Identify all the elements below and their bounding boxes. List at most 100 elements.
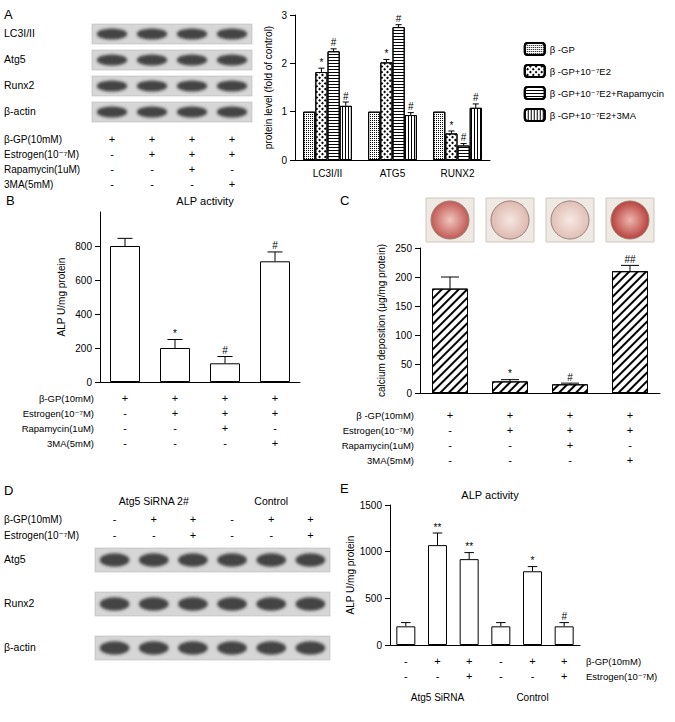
svg-text:Runx2: Runx2 xyxy=(4,597,35,609)
svg-text:-: - xyxy=(123,437,127,449)
svg-text:*: * xyxy=(384,48,388,59)
svg-text:-: - xyxy=(113,513,117,525)
svg-text:0: 0 xyxy=(86,377,92,388)
svg-text:-: - xyxy=(448,439,452,451)
svg-text:ALP activity: ALP activity xyxy=(461,489,519,501)
svg-text:β -GP+10⁻⁷E2+Rapamycin: β -GP+10⁻⁷E2+Rapamycin xyxy=(550,88,664,99)
svg-text:*: * xyxy=(173,328,177,339)
svg-text:Estrogen(10⁻⁷M): Estrogen(10⁻⁷M) xyxy=(343,425,414,436)
svg-text:β -GP(10mM): β -GP(10mM) xyxy=(356,410,414,421)
svg-text:+: + xyxy=(229,178,235,190)
svg-text:-: - xyxy=(230,163,234,175)
svg-text:Atg5: Atg5 xyxy=(4,53,26,65)
svg-text:β-actin: β-actin xyxy=(4,641,36,653)
svg-text:400: 400 xyxy=(75,309,92,320)
svg-text:3MA(5mM): 3MA(5mM) xyxy=(4,179,53,190)
svg-text:+: + xyxy=(567,424,573,436)
svg-text:Control: Control xyxy=(254,495,288,507)
svg-text:+: + xyxy=(466,655,472,667)
svg-text:+: + xyxy=(507,409,513,421)
svg-text:+: + xyxy=(567,409,573,421)
svg-text:*: * xyxy=(531,555,535,566)
svg-text:+: + xyxy=(627,409,633,421)
svg-text:#: # xyxy=(222,345,228,356)
svg-text:-: - xyxy=(508,454,512,466)
svg-text:ALP activity: ALP activity xyxy=(176,195,234,207)
svg-text:+: + xyxy=(122,392,128,404)
svg-text:+: + xyxy=(627,424,633,436)
svg-text:+: + xyxy=(222,392,228,404)
svg-text:#: # xyxy=(272,240,278,251)
svg-text:calcium deposition (μg/mg prot: calcium deposition (μg/mg protein) xyxy=(376,244,387,397)
svg-text:-: - xyxy=(448,454,452,466)
svg-text:+: + xyxy=(151,513,157,525)
svg-text:-: - xyxy=(152,529,156,541)
svg-text:800: 800 xyxy=(75,241,92,252)
svg-text:50: 50 xyxy=(401,359,413,370)
svg-text:Estrogen(10⁻⁷M): Estrogen(10⁻⁷M) xyxy=(4,149,79,160)
svg-text:600: 600 xyxy=(75,275,92,286)
svg-text:+: + xyxy=(627,454,633,466)
svg-text:3: 3 xyxy=(281,10,287,21)
svg-text:+: + xyxy=(189,148,195,160)
svg-text:200: 200 xyxy=(395,272,412,283)
svg-text:-: - xyxy=(123,422,127,434)
svg-text:#: # xyxy=(461,132,467,143)
svg-text:-: - xyxy=(110,178,114,190)
svg-text:+: + xyxy=(222,422,228,434)
svg-text:+: + xyxy=(149,148,155,160)
svg-text:Atg5 SiRNA 2#: Atg5 SiRNA 2# xyxy=(119,495,189,507)
svg-text:B: B xyxy=(6,193,15,208)
svg-text:-: - xyxy=(531,670,535,682)
svg-text:Runx2: Runx2 xyxy=(4,79,35,91)
svg-text:-: - xyxy=(230,529,234,541)
svg-text:β-actin: β-actin xyxy=(4,105,36,117)
svg-text:#: # xyxy=(561,611,567,622)
svg-text:LC3I/II: LC3I/II xyxy=(4,27,35,39)
svg-text:+: + xyxy=(149,133,155,145)
svg-text:-: - xyxy=(499,670,503,682)
svg-text:200: 200 xyxy=(75,343,92,354)
svg-text:-: - xyxy=(273,422,277,434)
svg-text:Estrogen(10⁻⁷M): Estrogen(10⁻⁷M) xyxy=(4,530,79,541)
svg-text:1: 1 xyxy=(281,106,287,117)
svg-text:β-GP(10mM): β-GP(10mM) xyxy=(39,393,94,404)
svg-text:3MA(5mM): 3MA(5mM) xyxy=(367,455,414,466)
svg-text:Estrogen(10⁻⁷M): Estrogen(10⁻⁷M) xyxy=(586,671,657,682)
svg-text:#: # xyxy=(343,91,349,102)
svg-text:100: 100 xyxy=(395,330,412,341)
svg-text:-: - xyxy=(499,655,503,667)
svg-text:**: ** xyxy=(465,541,473,552)
svg-text:**: ** xyxy=(434,522,442,533)
svg-text:-: - xyxy=(190,178,194,190)
svg-text:-: - xyxy=(223,437,227,449)
svg-text:0: 0 xyxy=(406,388,412,399)
svg-text:#: # xyxy=(473,92,479,103)
svg-text:*: * xyxy=(319,57,323,68)
svg-text:+: + xyxy=(307,513,313,525)
svg-text:Rapamycin(1uM): Rapamycin(1uM) xyxy=(342,440,414,451)
svg-text:-: - xyxy=(404,655,408,667)
svg-text:-: - xyxy=(568,454,572,466)
svg-text:-: - xyxy=(123,407,127,419)
svg-text:#: # xyxy=(408,101,414,112)
svg-text:#: # xyxy=(396,13,402,24)
svg-text:+: + xyxy=(561,670,567,682)
svg-text:0: 0 xyxy=(376,640,382,651)
svg-text:Rapamycin(1uM): Rapamycin(1uM) xyxy=(22,423,94,434)
svg-text:#: # xyxy=(567,372,573,383)
svg-text:#: # xyxy=(331,37,337,48)
svg-text:β -GP+10⁻⁷E2+3MA: β -GP+10⁻⁷E2+3MA xyxy=(550,110,637,121)
svg-text:-: - xyxy=(150,163,154,175)
svg-text:-: - xyxy=(436,670,440,682)
svg-text:+: + xyxy=(189,163,195,175)
svg-text:+: + xyxy=(190,529,196,541)
svg-text:-: - xyxy=(110,163,114,175)
svg-text:-: - xyxy=(269,529,273,541)
svg-text:β -GP+10⁻⁷E2: β -GP+10⁻⁷E2 xyxy=(550,66,611,77)
svg-text:β -GP: β -GP xyxy=(550,44,575,55)
svg-text:E: E xyxy=(340,481,349,496)
svg-text:ALP U/mg protein: ALP U/mg protein xyxy=(345,536,356,615)
svg-text:2: 2 xyxy=(281,58,287,69)
svg-text:C: C xyxy=(340,193,349,208)
